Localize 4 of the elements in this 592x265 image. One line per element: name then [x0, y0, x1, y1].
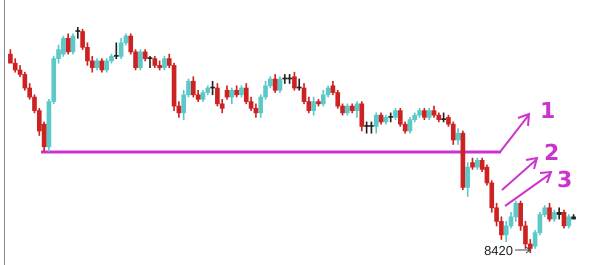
annotation: 3 — [557, 168, 572, 193]
annotation: 1 — [540, 99, 556, 124]
annotation: 2 — [544, 141, 560, 166]
annotation: 8420 — [484, 243, 513, 258]
